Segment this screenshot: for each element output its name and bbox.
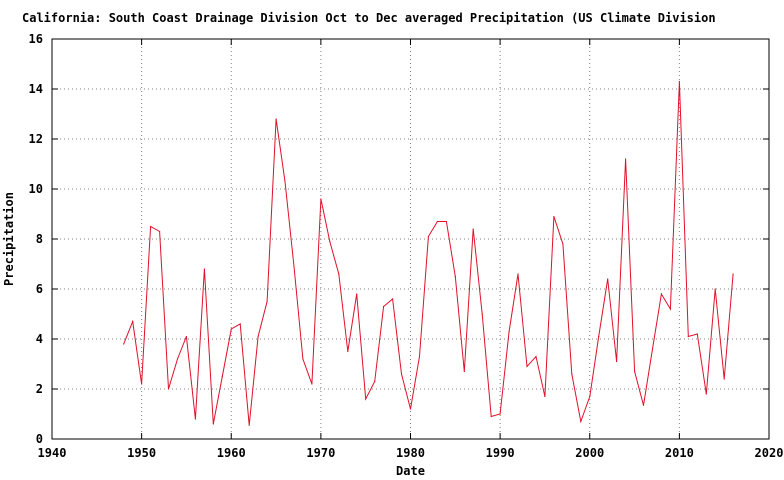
data-point	[454, 275, 456, 278]
data-point	[571, 373, 573, 375]
data-point	[409, 408, 412, 410]
data-point	[642, 404, 645, 406]
data-point	[580, 420, 582, 423]
data-point	[212, 423, 214, 425]
x-axis-label: Date	[396, 464, 425, 478]
data-point	[696, 333, 698, 335]
data-point	[723, 378, 725, 380]
data-point	[400, 373, 403, 375]
data-point	[293, 265, 295, 268]
data-point	[365, 398, 367, 400]
data-point	[167, 388, 170, 390]
x-tick-label: 1960	[217, 446, 246, 460]
x-tick-label: 1940	[38, 446, 67, 460]
data-point	[678, 80, 681, 83]
data-point	[553, 215, 555, 218]
data-point	[427, 235, 429, 238]
data-point	[544, 395, 546, 398]
y-tick-label: 4	[36, 332, 43, 346]
data-point	[383, 305, 385, 308]
data-point	[284, 180, 286, 183]
x-tick-label: 1950	[127, 446, 156, 460]
data-point	[320, 198, 322, 200]
y-tick-label: 0	[36, 432, 43, 446]
grid-lines	[52, 39, 769, 439]
data-point	[302, 358, 304, 360]
data-point	[275, 118, 277, 120]
data-point	[687, 335, 689, 338]
data-point	[463, 370, 465, 373]
data-point	[517, 273, 519, 275]
x-tick-label: 2000	[575, 446, 604, 460]
x-tick-label: 1970	[306, 446, 335, 460]
data-point	[150, 225, 152, 228]
data-point	[436, 220, 438, 223]
data-point	[472, 228, 474, 230]
data-point	[266, 300, 268, 303]
data-point	[311, 383, 313, 385]
data-point	[230, 328, 232, 330]
y-tick-label: 12	[29, 132, 43, 146]
data-point	[248, 424, 250, 426]
data-point	[203, 268, 205, 270]
data-point	[445, 220, 447, 223]
data-point	[418, 355, 421, 358]
data-point	[338, 273, 340, 275]
data-point	[607, 278, 609, 280]
data-point	[194, 418, 196, 420]
data-point	[705, 393, 707, 395]
y-tick-label: 2	[36, 382, 43, 396]
y-axis-label: Precipitation	[2, 192, 16, 286]
y-tick-label: 10	[29, 182, 43, 196]
data-point	[634, 370, 636, 373]
data-point	[616, 360, 618, 363]
data-point	[589, 395, 591, 398]
data-point	[141, 383, 143, 385]
data-point	[562, 243, 564, 245]
data-point	[185, 335, 187, 338]
data-point	[669, 308, 672, 310]
data-point	[329, 240, 331, 243]
data-point	[239, 323, 241, 325]
data-point	[221, 375, 223, 378]
chart-title: California: South Coast Drainage Divisio…	[22, 11, 716, 25]
data-point	[490, 415, 492, 418]
x-tick-label: 1980	[396, 446, 425, 460]
y-tick-label: 8	[36, 232, 43, 246]
x-tick-label: 1990	[486, 446, 515, 460]
axis-ticks: 1940 1950 1960 1970 1980 1990 2000 2010 2020 0 2 4 6…	[29, 32, 784, 460]
series-line	[123, 81, 734, 426]
data-point	[123, 343, 125, 345]
data-point	[159, 230, 161, 233]
data-point	[732, 273, 734, 275]
series-layer	[123, 80, 734, 426]
data-point	[714, 288, 716, 290]
data-point	[598, 335, 600, 338]
data-point	[625, 158, 627, 160]
data-point	[499, 413, 501, 415]
data-point	[374, 380, 376, 383]
data-point	[508, 330, 510, 333]
x-tick-label: 2010	[665, 446, 694, 460]
data-point	[481, 313, 483, 315]
data-point	[392, 298, 394, 300]
data-point	[132, 320, 134, 323]
x-tick-label: 2020	[755, 446, 784, 460]
data-point	[526, 365, 528, 368]
data-point	[660, 293, 663, 295]
data-point	[356, 293, 358, 295]
y-tick-label: 6	[36, 282, 43, 296]
y-tick-label: 16	[29, 32, 43, 46]
data-point	[257, 335, 259, 338]
data-point	[347, 350, 349, 353]
y-tick-label: 14	[29, 82, 43, 96]
data-point	[651, 348, 654, 350]
data-point	[535, 355, 537, 358]
data-point	[176, 358, 179, 360]
